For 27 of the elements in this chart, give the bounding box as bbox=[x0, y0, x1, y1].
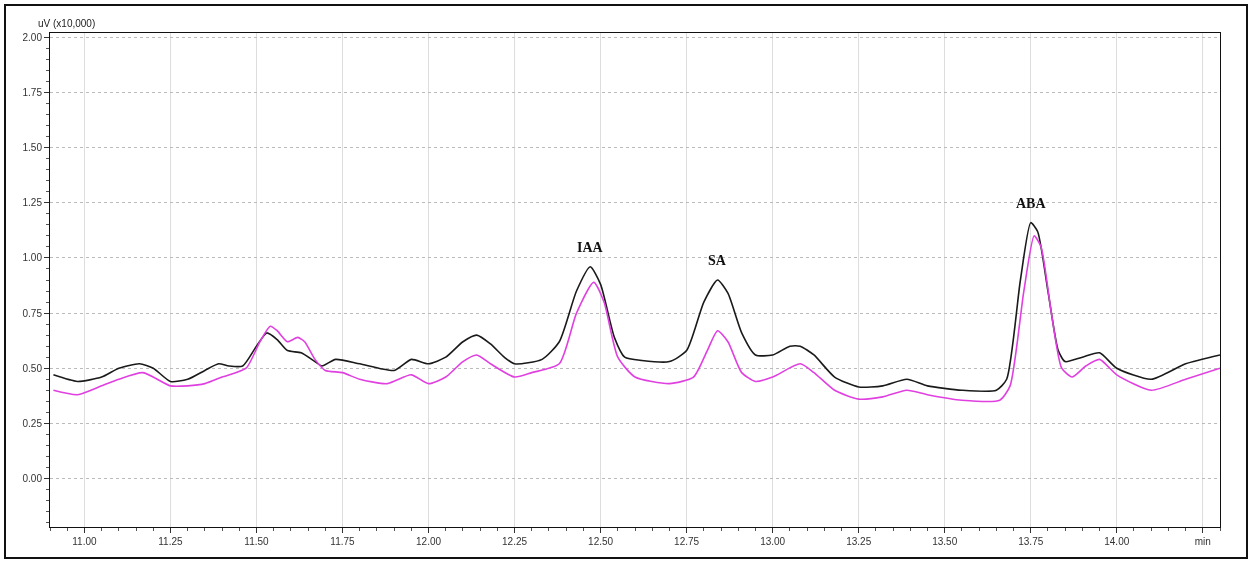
x-tick-label: 12.00 bbox=[416, 536, 442, 547]
x-tick-label: 13.75 bbox=[1018, 536, 1044, 547]
y-axis-title: uV (x10,000) bbox=[38, 18, 96, 29]
y-tick-label: 0.50 bbox=[22, 362, 43, 374]
annotation: IAA bbox=[577, 240, 604, 255]
x-tick-label: 12.25 bbox=[502, 536, 528, 547]
y-tick-label: 0.00 bbox=[22, 472, 43, 484]
x-tick-label: 11.50 bbox=[244, 536, 270, 547]
x-tick-label: 13.25 bbox=[846, 536, 872, 547]
x-tick-label: 12.50 bbox=[588, 536, 614, 547]
y-tick-label: 1.50 bbox=[22, 142, 43, 154]
x-tick-label: 13.00 bbox=[760, 536, 786, 547]
x-tick-label: 12.75 bbox=[674, 536, 700, 547]
annotation: ABA bbox=[1016, 196, 1047, 211]
x-tick-label: 11.25 bbox=[158, 536, 184, 547]
y-tick-label: 1.25 bbox=[22, 197, 43, 209]
annotation: SA bbox=[708, 253, 727, 268]
x-tick-label: 13.50 bbox=[932, 536, 958, 547]
x-tick-label: 11.75 bbox=[330, 536, 356, 547]
y-tick-label: 1.00 bbox=[22, 252, 43, 264]
y-tick-label: 0.25 bbox=[22, 417, 43, 429]
x-tick-label: min bbox=[1194, 536, 1211, 547]
y-tick-label: 0.75 bbox=[22, 307, 43, 319]
y-tick-label: 2.00 bbox=[22, 31, 43, 43]
x-tick-label: 14.00 bbox=[1104, 536, 1130, 547]
y-tick-label: 1.75 bbox=[22, 87, 43, 99]
x-tick-label: 11.00 bbox=[72, 536, 97, 547]
